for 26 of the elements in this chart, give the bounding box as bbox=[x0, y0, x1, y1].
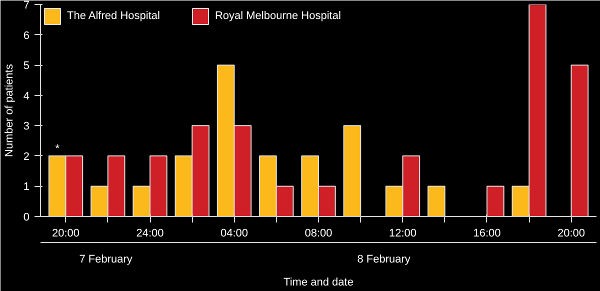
y-tick-label: 3 bbox=[23, 120, 30, 133]
x-tick-label: 20:00 bbox=[557, 228, 585, 240]
y-tick-label: 7 bbox=[23, 0, 30, 12]
bar bbox=[570, 64, 589, 216]
y-tick-label: 2 bbox=[23, 150, 30, 163]
x-tick-label: 04:00 bbox=[220, 228, 248, 240]
bar bbox=[343, 125, 362, 216]
y-tick-label: 0 bbox=[23, 212, 30, 224]
bar bbox=[486, 186, 504, 216]
y-tick-label: 6 bbox=[23, 30, 30, 42]
y-tick-label: 1 bbox=[23, 181, 30, 194]
x-tick-label: 24:00 bbox=[136, 228, 164, 240]
legend-label: Royal Melbourne Hospital bbox=[214, 10, 341, 22]
annotation: * bbox=[55, 142, 60, 155]
x-tick-label: 16:00 bbox=[473, 228, 501, 240]
text: 7 February bbox=[79, 254, 133, 266]
y-tick-label: 5 bbox=[23, 60, 30, 72]
y-tick-label: 4 bbox=[23, 90, 30, 102]
legend-label: The Alfred Hospital bbox=[67, 10, 160, 22]
text: 8 February bbox=[357, 254, 411, 266]
y-axis-title: Number of patients bbox=[3, 64, 16, 157]
x-tick-label: 12:00 bbox=[388, 228, 417, 240]
x-tick-label: 08:00 bbox=[304, 228, 332, 240]
x-axis-title: Time and date bbox=[284, 276, 354, 288]
x-tick-label: 20:00 bbox=[52, 228, 80, 240]
bar bbox=[428, 186, 446, 216]
